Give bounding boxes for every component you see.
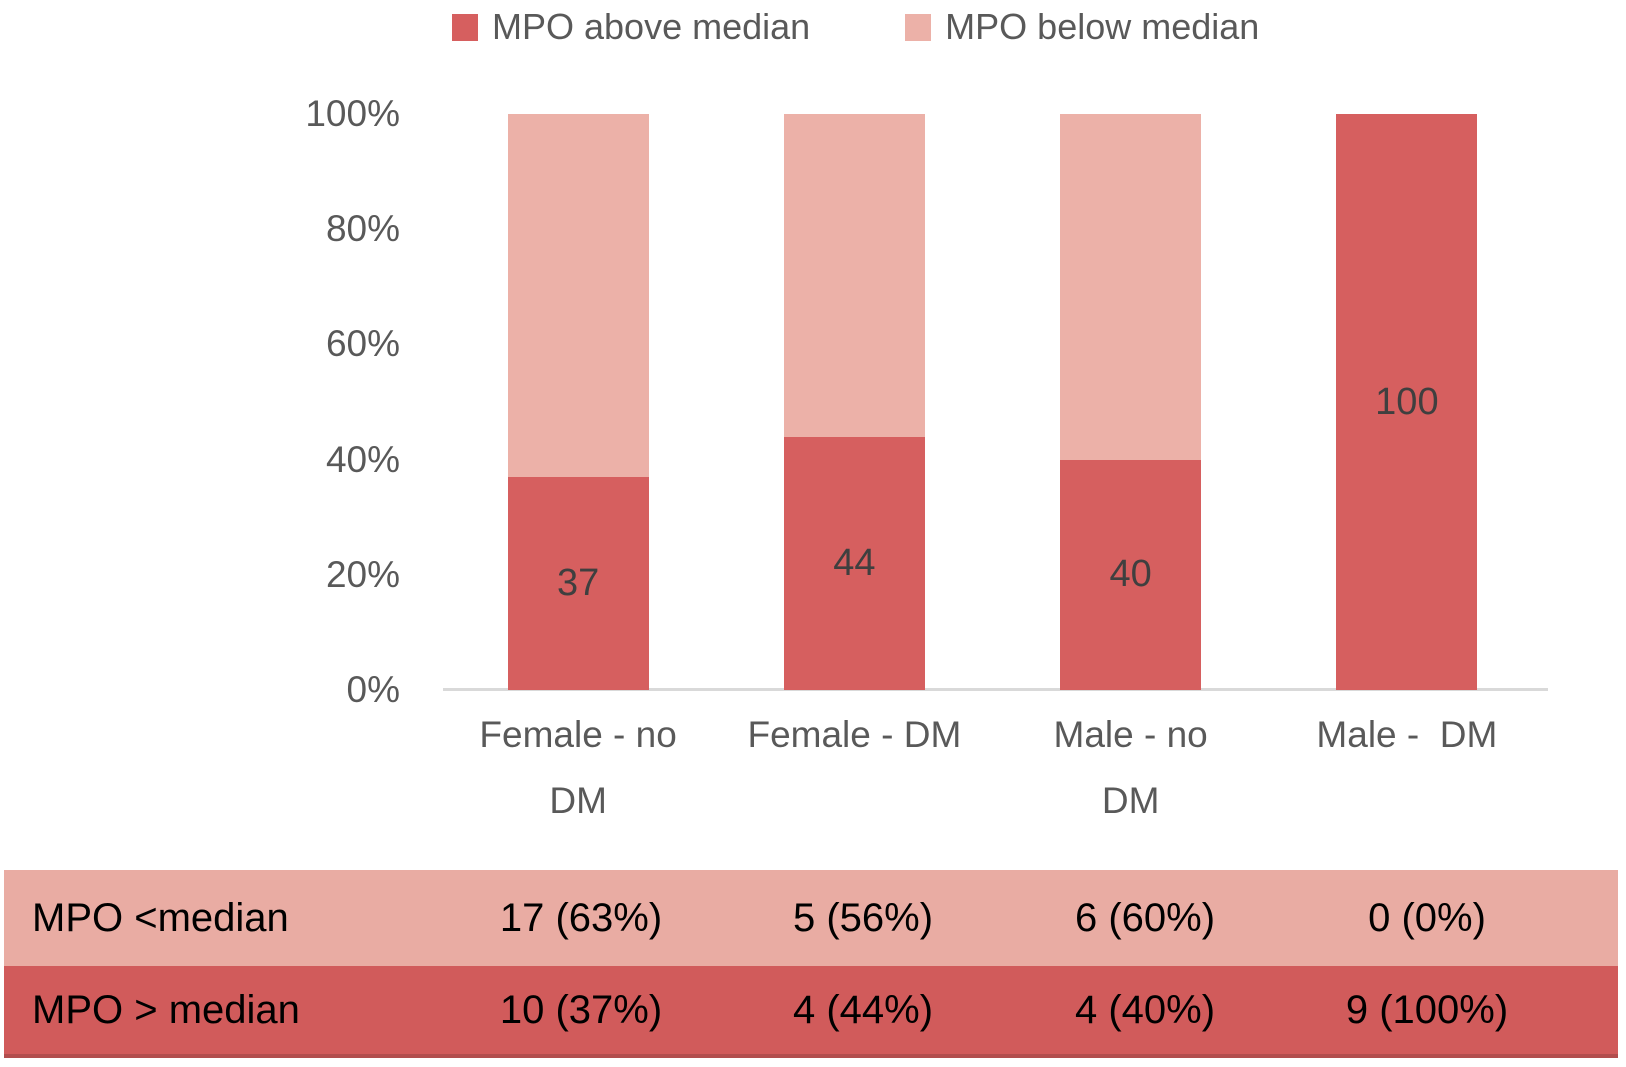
bar-segment-below-median [1060,114,1202,460]
stacked-bar-chart: 100% 80% 60% 40% 20% 0% 37 Female - no DM 44 Fema… [305,93,1548,821]
x-axis-category-label: Male - DM [1316,714,1498,755]
bar-3: 40 [1060,114,1202,690]
bar-segment-below-median [783,114,925,437]
legend-swatch-above-icon [452,13,478,41]
table-cell-value: 4 (40%) [1074,987,1216,1032]
y-axis-tick-label: 40% [325,438,400,480]
table-cell-value: 0 (0%) [1368,895,1486,940]
bar-value-label: 44 [833,541,876,584]
y-axis-tick-label: 0% [346,669,400,710]
y-axis-tick-label: 60% [325,323,400,365]
table-cell-value: 5 (56%) [792,895,934,940]
bar-1: 37 [507,114,649,690]
table-row-below-median: MPO <median 17 (63%) 5 (56%) 6 (60%) 0 (0%) [4,870,1618,966]
x-axis-line [443,688,1548,691]
y-axis-tick-label: 20% [325,553,400,595]
bar-value-label: 37 [556,561,600,604]
table-cell-value: 9 (100%) [1345,987,1509,1032]
legend-swatch-below-icon [905,13,932,41]
bar-value-label: 40 [1109,553,1152,596]
chart-legend: MPO above median MPO below median [452,6,1259,48]
y-axis-tick-label: 100% [305,93,400,134]
table-cell-value: 4 (44%) [792,987,934,1032]
table-cell-value: 10 (37%) [499,987,663,1032]
bar-segment-above-median: 100 [1336,114,1478,690]
bar-segment-above-median: 37 [507,476,649,690]
bar-segment-above-median: 44 [783,436,925,690]
bar-value-label: 100 [1375,380,1439,423]
bar-segment-above-median: 40 [1060,459,1202,690]
x-axis-category-label: Female - DM [747,714,962,755]
table-row-label: MPO > median [32,987,300,1032]
bar-4: 100 [1336,114,1478,690]
legend-label-below: MPO below median [945,6,1260,47]
legend-item-below: MPO below median [905,6,1259,48]
legend-item-above: MPO above median [452,6,810,48]
x-axis-category-label: Male - no DM [1053,714,1208,821]
bar-2: 44 [783,114,925,690]
table-cell-value: 17 (63%) [499,895,663,940]
x-axis-category-label: Female - no DM [479,714,677,821]
bar-segment-below-median [507,114,649,477]
table-row-above-median: MPO > median 10 (37%) 4 (44%) 4 (40%) 9 (100… [4,966,1618,1058]
y-axis-tick-label: 80% [325,208,400,250]
table-row-label: MPO <median [32,895,289,940]
legend-label-above: MPO above median [492,6,811,47]
data-table: MPO <median 17 (63%) 5 (56%) 6 (60%) 0 (0%) M… [4,870,1618,1058]
table-cell-value: 6 (60%) [1074,895,1216,940]
